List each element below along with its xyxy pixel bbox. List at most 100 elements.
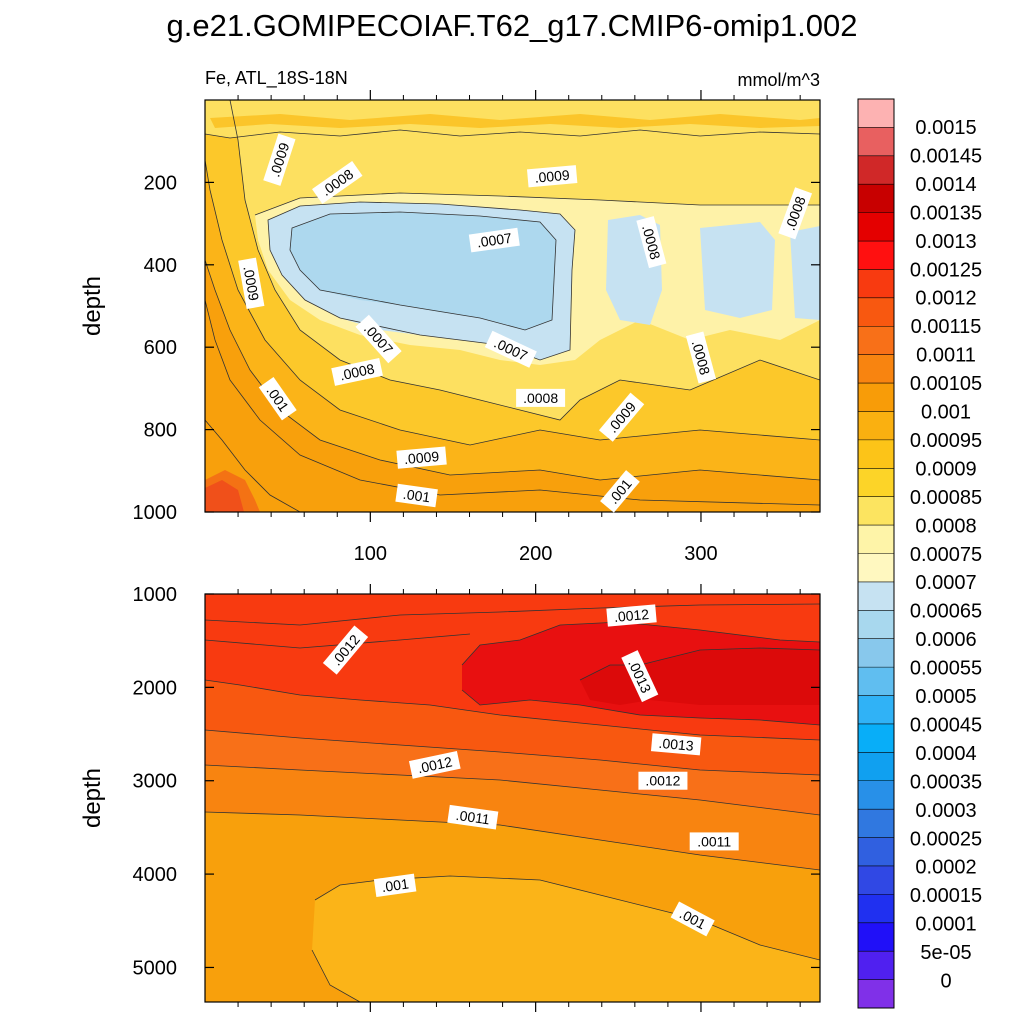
contour-label-lower-6: .0011	[447, 804, 499, 830]
contour-label-text: .0007	[476, 230, 513, 251]
colorbar-label-11: 0.00095	[910, 430, 982, 452]
colorbar-swatch-23	[858, 752, 894, 782]
colorbar-swatch-8	[858, 326, 894, 356]
contour-label-text: .001	[381, 875, 410, 895]
contour-label-box	[331, 358, 383, 386]
upper-panel	[205, 100, 820, 512]
contour-label-text: .0011	[455, 807, 491, 828]
lower-contour-lines	[205, 603, 820, 1002]
contour-label-upper-3: .0007	[468, 227, 520, 253]
contour-label-box	[670, 901, 715, 937]
colorbar-swatch-5	[858, 241, 894, 270]
colorbar-label-1: 0.00145	[910, 145, 982, 167]
contour-label-lower-1: .0012	[606, 604, 657, 627]
contour-label-box	[312, 160, 363, 204]
contour-label-text: .0012	[645, 773, 680, 789]
contour-label-lower-5: .0012	[638, 771, 688, 790]
upper-fill-surface-dark	[210, 114, 820, 128]
contour-label-upper-15: .001	[395, 483, 438, 508]
contour-label-box	[526, 165, 578, 188]
contour-label-box	[689, 832, 739, 851]
colorbar-label-0: 0.0015	[915, 117, 976, 139]
colorbar-swatch-6	[858, 269, 894, 299]
colorbar-label-25: 0.00025	[910, 828, 982, 850]
contour-label-layer: .0009.0008.0009.0007.0008.0008.0009.0007…	[238, 133, 813, 937]
contour-label-lower-8: .001	[373, 873, 417, 898]
upper-contour-lines	[205, 100, 820, 512]
y-tick-label-lower-3: 4000	[133, 864, 178, 886]
contour-label-text: .0012	[416, 753, 454, 776]
colorbar-swatch-13	[858, 468, 894, 498]
upper-panel-frame	[204, 99, 821, 513]
colorbar-label-29: 5e-05	[920, 942, 971, 964]
upper-fill-surface	[205, 100, 820, 138]
contour-label-box	[606, 604, 657, 627]
contour-label-upper-2: .0009	[526, 165, 578, 188]
contour-label-box	[621, 650, 659, 703]
contour-label-text: .0008	[523, 390, 558, 406]
contour-label-text: .0012	[613, 606, 650, 625]
contour-label-box	[322, 625, 369, 675]
contour-label-box	[685, 331, 717, 384]
colorbar-label-24: 0.0003	[915, 800, 976, 822]
colorbar-label-27: 0.00015	[910, 885, 982, 907]
contour-label-box	[484, 330, 537, 368]
colorbar-label-14: 0.0008	[915, 515, 976, 537]
colorbar-swatch-22	[858, 723, 894, 753]
colorbar-swatch-29	[858, 922, 894, 952]
contour-label-box	[778, 187, 813, 240]
colorbar-swatch-31	[858, 979, 894, 1009]
colorbar-swatch-9	[858, 354, 894, 384]
contour-label-text: .0013	[658, 735, 695, 754]
contour-label-upper-12: .0008	[516, 388, 566, 407]
colorbar-label-26: 0.0002	[915, 857, 976, 879]
y-tick-label-upper-2: 600	[144, 337, 177, 359]
contour-label-box	[600, 470, 640, 513]
colorbar-label-22: 0.0004	[915, 743, 976, 765]
variable-label: Fe, ATL_18S-18N	[205, 68, 348, 89]
contour-label-text: .0009	[534, 167, 571, 186]
colorbar-swatch-28	[858, 894, 894, 924]
axes-layer: 200 400 600 800 1000 depth 100 200 300 1000 2000 30…	[79, 90, 820, 1012]
y-tick-label-lower-1: 2000	[133, 677, 178, 699]
contour-label-upper-6: .0009	[238, 257, 265, 310]
y-tick-label-upper-4: 1000	[133, 502, 178, 524]
colorbar-label-16: 0.0007	[915, 572, 976, 594]
contour-label-box	[258, 376, 297, 421]
contour-label-box	[447, 804, 499, 830]
colorbar-swatch-3	[858, 184, 894, 214]
x-tick-label-0: 100	[354, 543, 387, 565]
contour-label-box	[598, 392, 645, 442]
contour-label-text: .001	[402, 486, 431, 506]
contour-label-box	[516, 388, 566, 407]
colorbar-label-15: 0.00075	[910, 544, 982, 566]
contour-label-box	[468, 227, 520, 253]
colorbar-swatch-27	[858, 865, 894, 895]
x-tick-label-1: 200	[519, 543, 552, 565]
contour-label-box	[395, 483, 438, 508]
colorbar-swatch-12	[858, 439, 894, 469]
colorbar-label-19: 0.00055	[910, 658, 982, 680]
colorbar-swatch-24	[858, 780, 894, 810]
contour-label-box	[373, 873, 417, 898]
contour-label-box	[638, 771, 688, 790]
lower-panel-frame	[204, 593, 821, 1003]
colorbar-label-21: 0.00045	[910, 714, 982, 736]
colorbar-swatch-25	[858, 809, 894, 839]
colorbar-swatch-14	[858, 496, 894, 526]
colorbar-swatch-26	[858, 837, 894, 867]
y-tick-label-upper-3: 800	[144, 420, 177, 442]
colorbar-label-2: 0.0014	[915, 174, 976, 196]
colorbar-swatch-7	[858, 297, 894, 327]
contour-label-box	[396, 446, 447, 469]
colorbar-label-10: 0.001	[921, 402, 971, 424]
contour-label-upper-8: .0007	[484, 330, 537, 368]
colorbar-label-9: 0.00105	[910, 373, 982, 395]
y-axis-label-lower: depth	[79, 768, 106, 828]
contour-label-text: .0009	[403, 448, 440, 467]
colorbar-label-5: 0.00125	[910, 259, 982, 281]
upper-fill-0007-c	[700, 222, 775, 318]
colorbar: 0.0015 0.00145 0.0014 0.00135 0.0013 0.00125 0…	[857, 98, 982, 1009]
colorbar-swatch-21	[858, 695, 894, 725]
colorbar-swatch-10	[858, 383, 894, 412]
